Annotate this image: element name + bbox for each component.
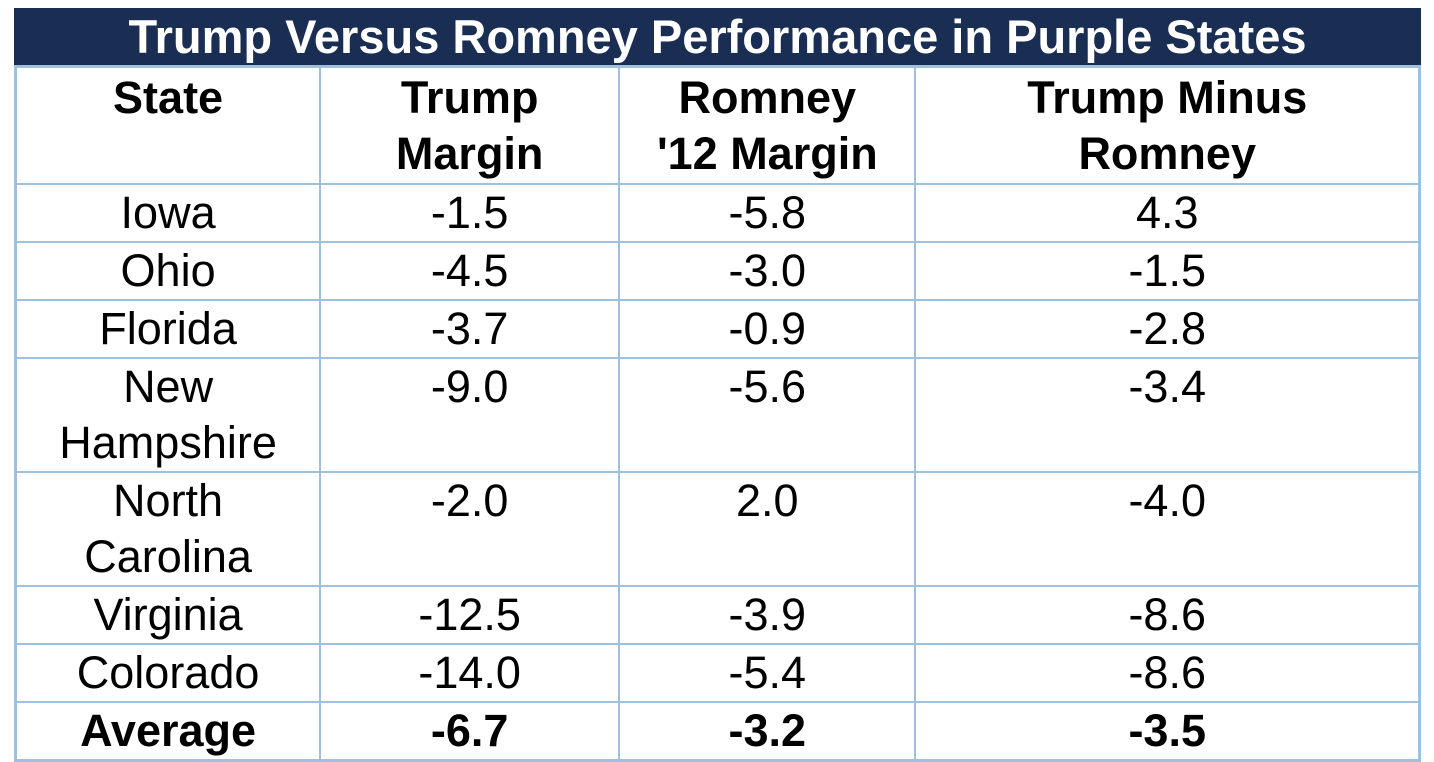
table-row-average: Average -6.7 -3.2 -3.5 bbox=[14, 701, 1421, 762]
table-title: Trump Versus Romney Performance in Purpl… bbox=[14, 8, 1421, 65]
header-row: State Trump Margin Romney '12 Margin Tru… bbox=[14, 65, 1421, 185]
cell-state: Virginia bbox=[14, 585, 322, 645]
cell-romney-margin: 2.0 bbox=[618, 471, 917, 587]
cell-trump-minus-romney: -8.6 bbox=[914, 585, 1421, 645]
table-row-florida: Florida -3.7 -0.9 -2.8 bbox=[14, 299, 1421, 359]
cell-romney-margin: -3.0 bbox=[618, 241, 917, 301]
header-trump-minus-romney: Trump Minus Romney bbox=[914, 65, 1421, 185]
cell-trump-minus-romney: -2.8 bbox=[914, 299, 1421, 359]
cell-state: Florida bbox=[14, 299, 322, 359]
cell-romney-margin: -3.2 bbox=[618, 701, 917, 762]
header-trump-margin: Trump Margin bbox=[319, 65, 621, 185]
cell-trump-minus-romney: -1.5 bbox=[914, 241, 1421, 301]
cell-trump-margin: -2.0 bbox=[319, 471, 621, 587]
cell-state: Colorado bbox=[14, 643, 322, 703]
cell-romney-margin: -0.9 bbox=[618, 299, 917, 359]
table-row-new-hampshire: New Hampshire -9.0 -5.6 -3.4 bbox=[14, 357, 1421, 473]
cell-trump-minus-romney: -3.5 bbox=[914, 701, 1421, 762]
cell-trump-margin: -6.7 bbox=[319, 701, 621, 762]
cell-trump-margin: -1.5 bbox=[319, 183, 621, 243]
cell-trump-margin: -9.0 bbox=[319, 357, 621, 473]
cell-trump-minus-romney: 4.3 bbox=[914, 183, 1421, 243]
cell-state: Ohio bbox=[14, 241, 322, 301]
table-row-iowa: Iowa -1.5 -5.8 4.3 bbox=[14, 183, 1421, 243]
cell-trump-minus-romney: -4.0 bbox=[914, 471, 1421, 587]
cell-romney-margin: -3.9 bbox=[618, 585, 917, 645]
table-row-ohio: Ohio -4.5 -3.0 -1.5 bbox=[14, 241, 1421, 301]
cell-trump-minus-romney: -3.4 bbox=[914, 357, 1421, 473]
table-body: Iowa -1.5 -5.8 4.3 Ohio -4.5 -3.0 -1.5 F… bbox=[14, 183, 1421, 762]
purple-states-table: Trump Versus Romney Performance in Purpl… bbox=[14, 8, 1421, 762]
cell-state: Average bbox=[14, 701, 322, 762]
cell-romney-margin: -5.8 bbox=[618, 183, 917, 243]
cell-trump-margin: -14.0 bbox=[319, 643, 621, 703]
cell-state: North Carolina bbox=[14, 471, 322, 587]
cell-trump-margin: -3.7 bbox=[319, 299, 621, 359]
cell-trump-margin: -4.5 bbox=[319, 241, 621, 301]
cell-state: New Hampshire bbox=[14, 357, 322, 473]
data-table: State Trump Margin Romney '12 Margin Tru… bbox=[14, 65, 1421, 762]
cell-trump-minus-romney: -8.6 bbox=[914, 643, 1421, 703]
cell-state: Iowa bbox=[14, 183, 322, 243]
cell-romney-margin: -5.6 bbox=[618, 357, 917, 473]
table-header: State Trump Margin Romney '12 Margin Tru… bbox=[14, 65, 1421, 185]
header-state: State bbox=[14, 65, 322, 185]
cell-trump-margin: -12.5 bbox=[319, 585, 621, 645]
table-row-north-carolina: North Carolina -2.0 2.0 -4.0 bbox=[14, 471, 1421, 587]
table-row-virginia: Virginia -12.5 -3.9 -8.6 bbox=[14, 585, 1421, 645]
header-romney-margin: Romney '12 Margin bbox=[618, 65, 917, 185]
table-row-colorado: Colorado -14.0 -5.4 -8.6 bbox=[14, 643, 1421, 703]
cell-romney-margin: -5.4 bbox=[618, 643, 917, 703]
